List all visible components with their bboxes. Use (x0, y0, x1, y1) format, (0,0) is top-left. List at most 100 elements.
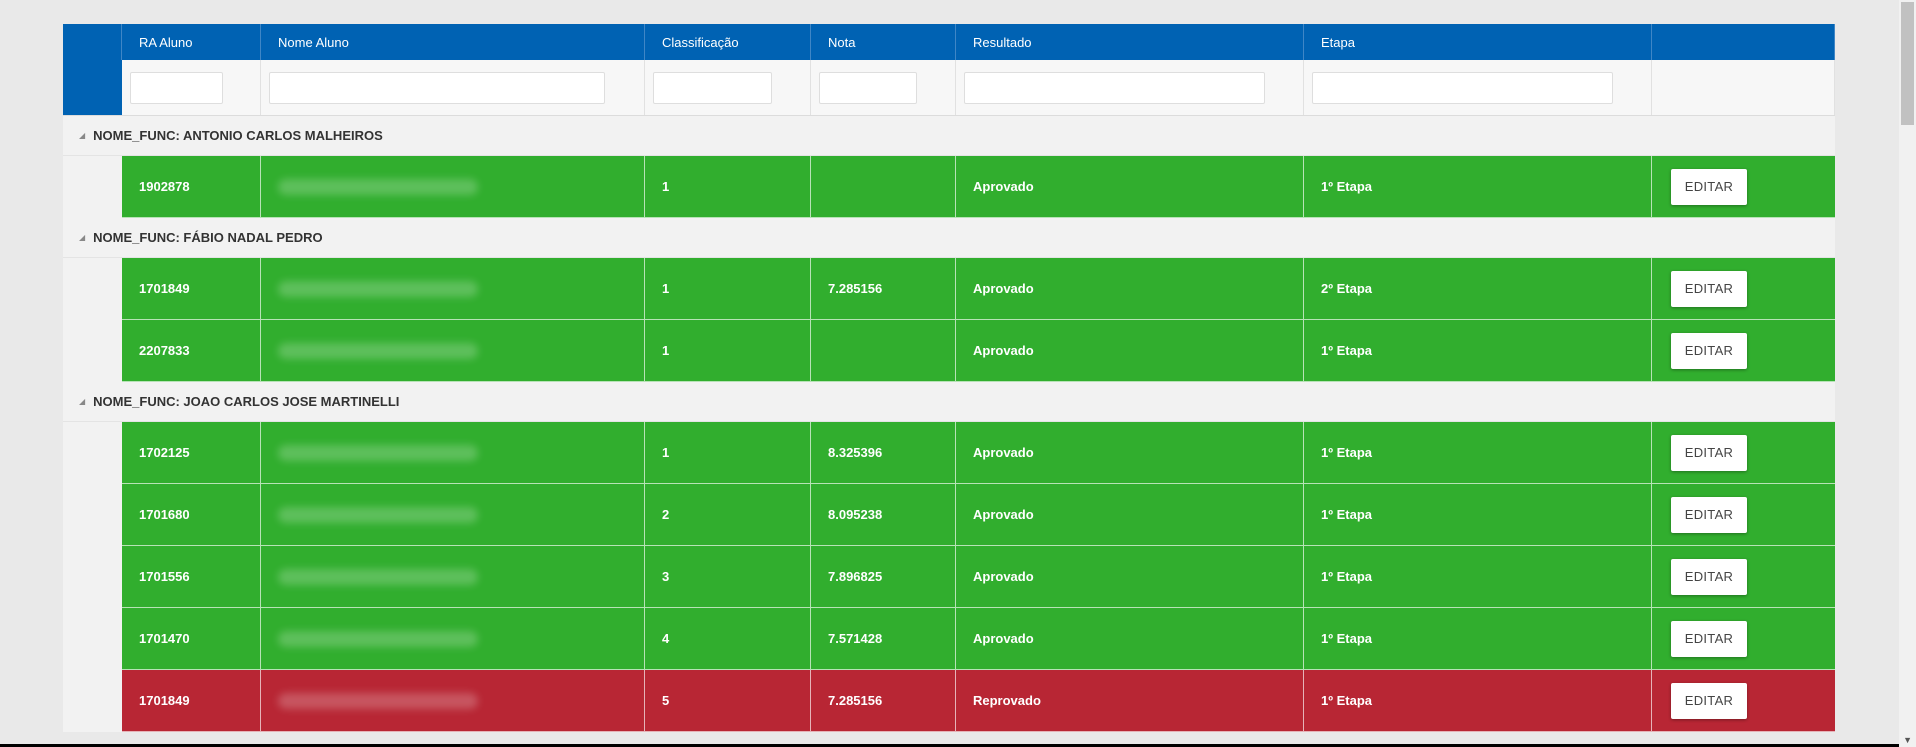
filter-nota-input[interactable] (819, 71, 917, 104)
group-label: NOME_FUNC: ANTONIO CARLOS MALHEIROS (93, 128, 383, 143)
group-row[interactable]: ◢ NOME_FUNC: JOAO CARLOS JOSE MARTINELLI (63, 382, 1835, 422)
filter-cell-classificacao (645, 60, 811, 115)
group-row[interactable]: ◢ NOME_FUNC: ANTONIO CARLOS MALHEIROS (63, 116, 1835, 156)
redacted-name (278, 280, 478, 297)
filter-cell-actions (1652, 60, 1835, 115)
cell-ra-aluno: 1902878 (122, 156, 261, 218)
filter-etapa-input[interactable] (1312, 71, 1613, 104)
cell-etapa: 1º Etapa (1304, 484, 1652, 546)
header-etapa[interactable]: Etapa (1304, 24, 1652, 60)
table-row[interactable]: 1701470 4 7.571428 Aprovado 1º Etapa EDITAR (63, 608, 1835, 670)
cell-classificacao: 4 (645, 608, 811, 670)
group-row[interactable]: ◢ NOME_FUNC: FÁBIO NADAL PEDRO (63, 218, 1835, 258)
edit-button[interactable]: EDITAR (1671, 620, 1747, 657)
filter-cell-nota (811, 60, 956, 115)
cell-nome-aluno (261, 156, 645, 218)
edit-button[interactable]: EDITAR (1671, 682, 1747, 719)
redacted-name (278, 178, 478, 195)
cell-actions: EDITAR (1652, 422, 1835, 484)
cell-classificacao: 3 (645, 546, 811, 608)
row-indent (63, 258, 122, 320)
cell-etapa: 1º Etapa (1304, 320, 1652, 382)
cell-etapa: 1º Etapa (1304, 608, 1652, 670)
filter-classificacao-input[interactable] (653, 71, 772, 104)
cell-nota: 7.571428 (811, 608, 956, 670)
redacted-name (278, 342, 478, 359)
cell-ra-aluno: 1701849 (122, 258, 261, 320)
table-row[interactable]: 2207833 1 Aprovado 1º Etapa EDITAR (63, 320, 1835, 382)
cell-nota (811, 156, 956, 218)
header-classificacao[interactable]: Classificação (645, 24, 811, 60)
collapse-triangle-icon[interactable]: ◢ (79, 233, 86, 242)
cell-nota: 8.095238 (811, 484, 956, 546)
table-row[interactable]: 1701680 2 8.095238 Aprovado 1º Etapa EDITAR (63, 484, 1835, 546)
filter-nome-input[interactable] (269, 71, 605, 104)
table-row[interactable]: 1902878 1 Aprovado 1º Etapa EDITAR (63, 156, 1835, 218)
cell-nome-aluno (261, 258, 645, 320)
row-indent (63, 422, 122, 484)
header-resultado[interactable]: Resultado (956, 24, 1304, 60)
collapse-triangle-icon[interactable]: ◢ (79, 397, 86, 406)
header-nome-aluno[interactable]: Nome Aluno (261, 24, 645, 60)
table-row[interactable]: 1701849 1 7.285156 Aprovado 2º Etapa EDITAR (63, 258, 1835, 320)
vertical-scrollbar[interactable]: ▼ (1899, 0, 1916, 747)
cell-resultado: Aprovado (956, 156, 1304, 218)
table-row[interactable]: 1701849 5 7.285156 Reprovado 1º Etapa EDITAR (63, 670, 1835, 732)
edit-button[interactable]: EDITAR (1671, 558, 1747, 595)
cell-actions: EDITAR (1652, 156, 1835, 218)
redacted-name (278, 692, 478, 709)
cell-ra-aluno: 1701680 (122, 484, 261, 546)
cell-nome-aluno (261, 320, 645, 382)
cell-resultado: Aprovado (956, 484, 1304, 546)
cell-resultado: Aprovado (956, 546, 1304, 608)
cell-actions: EDITAR (1652, 258, 1835, 320)
redacted-name (278, 444, 478, 461)
scrollbar-thumb[interactable] (1901, 2, 1914, 125)
edit-button[interactable]: EDITAR (1671, 434, 1747, 471)
cell-nota: 7.896825 (811, 546, 956, 608)
collapse-triangle-icon[interactable]: ◢ (79, 131, 86, 140)
horizontal-scrollbar[interactable] (0, 744, 1899, 747)
cell-resultado: Reprovado (956, 670, 1304, 732)
row-indent (63, 320, 122, 382)
group-label: NOME_FUNC: FÁBIO NADAL PEDRO (93, 230, 323, 245)
cell-resultado: Aprovado (956, 320, 1304, 382)
filter-cell-resultado (956, 60, 1304, 115)
cell-actions: EDITAR (1652, 484, 1835, 546)
redacted-name (278, 506, 478, 523)
cell-nome-aluno (261, 608, 645, 670)
header-nota[interactable]: Nota (811, 24, 956, 60)
scroll-down-arrow-icon[interactable]: ▼ (1903, 735, 1912, 745)
results-grid: RA Aluno Nome Aluno Classificação Nota R… (63, 24, 1835, 732)
edit-button[interactable]: EDITAR (1671, 332, 1747, 369)
table-row[interactable]: 1701556 3 7.896825 Aprovado 1º Etapa EDITAR (63, 546, 1835, 608)
filter-cell-etapa (1304, 60, 1652, 115)
cell-nota: 7.285156 (811, 258, 956, 320)
cell-actions: EDITAR (1652, 670, 1835, 732)
cell-nome-aluno (261, 546, 645, 608)
filter-row (63, 60, 1835, 116)
header-group-col (63, 24, 122, 60)
cell-nome-aluno (261, 670, 645, 732)
cell-ra-aluno: 1701470 (122, 608, 261, 670)
cell-etapa: 1º Etapa (1304, 670, 1652, 732)
filter-ra-input[interactable] (130, 71, 223, 104)
edit-button[interactable]: EDITAR (1671, 168, 1747, 205)
cell-nota (811, 320, 956, 382)
cell-classificacao: 1 (645, 320, 811, 382)
cell-ra-aluno: 1701556 (122, 546, 261, 608)
cell-classificacao: 1 (645, 422, 811, 484)
edit-button[interactable]: EDITAR (1671, 496, 1747, 533)
row-indent (63, 484, 122, 546)
edit-button[interactable]: EDITAR (1671, 270, 1747, 307)
cell-resultado: Aprovado (956, 422, 1304, 484)
header-ra-aluno[interactable]: RA Aluno (122, 24, 261, 60)
filter-cell-nome (261, 60, 645, 115)
cell-nome-aluno (261, 484, 645, 546)
grid-body: ◢ NOME_FUNC: ANTONIO CARLOS MALHEIROS 1902… (63, 116, 1835, 732)
table-row[interactable]: 1702125 1 8.325396 Aprovado 1º Etapa EDITAR (63, 422, 1835, 484)
cell-classificacao: 1 (645, 258, 811, 320)
filter-resultado-input[interactable] (964, 71, 1265, 104)
cell-classificacao: 5 (645, 670, 811, 732)
row-indent (63, 608, 122, 670)
